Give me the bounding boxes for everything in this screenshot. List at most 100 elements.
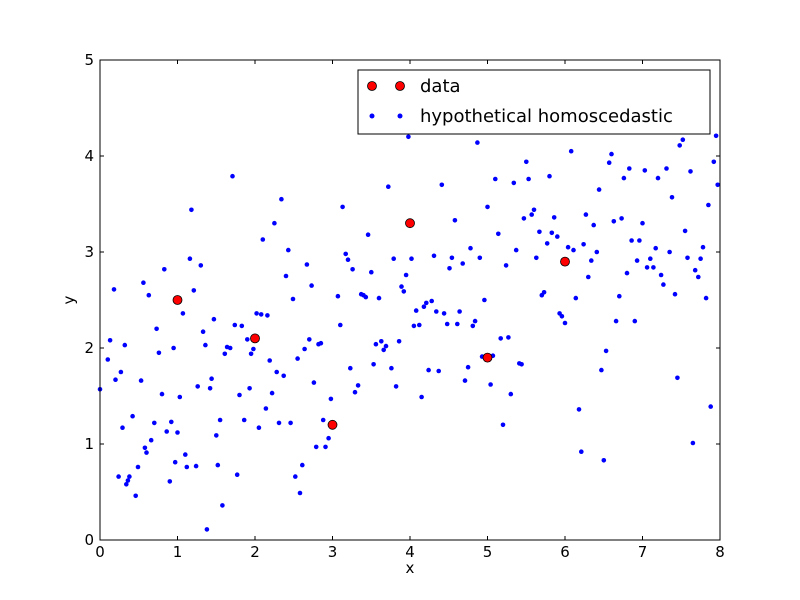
y-tick-label-2: 2 (84, 339, 94, 357)
hypothetical-point-104 (345, 257, 351, 263)
hypothetical-point-43 (203, 342, 208, 348)
hypothetical-point-209 (613, 318, 619, 324)
hypothetical-point-166 (503, 263, 509, 268)
hypothetical-point-138 (431, 253, 437, 259)
hypothetical-point-2 (107, 338, 113, 343)
y-tick-label-5: 5 (84, 51, 94, 69)
hypothetical-point-16 (141, 280, 146, 286)
hypothetical-point-134 (421, 304, 427, 310)
data-point-0 (172, 295, 183, 305)
hypothetical-point-135 (424, 300, 429, 306)
hypothetical-point-154 (472, 318, 478, 324)
hypothetical-point-21 (152, 420, 157, 426)
hypothetical-point-185 (551, 215, 557, 220)
hypothetical-point-243 (703, 295, 709, 301)
x-tick-label-6: 6 (560, 543, 570, 561)
hypothetical-point-221 (644, 265, 650, 270)
hypothetical-point-146 (452, 218, 458, 223)
hypothetical-point-176 (529, 212, 534, 217)
hypothetical-point-200 (591, 222, 596, 228)
hypothetical-point-7 (120, 425, 125, 431)
hypothetical-point-101 (338, 322, 343, 328)
hypothetical-point-68 (260, 237, 266, 242)
hypothetical-point-75 (276, 420, 282, 426)
hypothetical-point-194 (576, 407, 582, 412)
hypothetical-point-159 (485, 204, 490, 210)
hypothetical-point-182 (544, 241, 550, 246)
hypothetical-point-6 (118, 369, 124, 375)
hypothetical-point-202 (596, 187, 602, 192)
hypothetical-point-132 (417, 322, 422, 328)
hypothetical-point-225 (655, 175, 661, 181)
hypothetical-point-239 (692, 267, 698, 273)
x-axis-label: x (406, 559, 415, 577)
legend-marker-data (367, 81, 377, 91)
hypothetical-point-228 (664, 166, 669, 171)
legend-label-data: data (420, 76, 461, 97)
hypothetical-point-151 (465, 364, 471, 370)
hypothetical-point-117 (379, 339, 384, 344)
hypothetical-point-15 (138, 378, 144, 383)
hypothetical-point-26 (164, 429, 169, 434)
hypothetical-point-58 (237, 392, 242, 398)
hypothetical-point-213 (624, 270, 630, 276)
y-tick-label-3: 3 (84, 243, 94, 261)
hypothetical-point-230 (669, 195, 675, 200)
hypothetical-point-179 (537, 229, 542, 235)
hypothetical-point-73 (272, 220, 277, 226)
hypothetical-point-156 (477, 255, 483, 261)
points-layer (97, 133, 720, 532)
hypothetical-point-172 (519, 362, 524, 367)
y-tick-label-4: 4 (84, 147, 94, 165)
hypothetical-point-31 (175, 430, 180, 435)
legend-marker-hypothetical (397, 113, 403, 119)
hypothetical-point-122 (391, 256, 397, 262)
hypothetical-point-114 (371, 362, 376, 367)
hypothetical-point-222 (648, 256, 653, 262)
hypothetical-point-32 (177, 394, 183, 400)
hypothetical-point-210 (617, 293, 622, 299)
hypothetical-point-39 (193, 463, 199, 469)
hypothetical-point-237 (688, 169, 693, 174)
hypothetical-point-131 (413, 308, 419, 313)
hypothetical-point-14 (135, 464, 141, 470)
hypothetical-point-148 (457, 309, 462, 314)
hypothetical-point-20 (148, 437, 154, 443)
hypothetical-point-218 (637, 238, 642, 243)
hypothetical-point-19 (146, 292, 152, 298)
hypothetical-point-215 (629, 238, 634, 243)
hypothetical-point-38 (191, 288, 197, 293)
hypothetical-point-95 (323, 444, 328, 450)
hypothetical-point-173 (521, 216, 527, 221)
hypothetical-point-100 (335, 293, 341, 299)
hypothetical-point-9 (124, 482, 129, 487)
hypothetical-point-121 (389, 365, 394, 371)
hypothetical-point-63 (248, 351, 254, 357)
hypothetical-point-54 (227, 345, 233, 351)
hypothetical-point-231 (672, 291, 678, 297)
hypothetical-point-235 (682, 228, 688, 234)
legend-entry-data: data (367, 76, 461, 97)
hypothetical-point-80 (288, 420, 293, 426)
hypothetical-point-140 (436, 368, 442, 374)
hypothetical-point-178 (534, 255, 539, 261)
hypothetical-point-82 (293, 474, 298, 479)
hypothetical-point-241 (698, 256, 703, 262)
hypothetical-point-123 (393, 384, 399, 389)
hypothetical-point-44 (204, 527, 210, 532)
legend-box (357, 69, 711, 135)
hypothetical-point-60 (241, 417, 247, 423)
hypothetical-point-196 (581, 242, 586, 247)
hypothetical-point-23 (156, 350, 162, 356)
hypothetical-point-30 (172, 459, 178, 465)
hypothetical-point-137 (429, 298, 435, 304)
hypothetical-point-48 (214, 433, 219, 438)
x-tick-label-4: 4 (405, 543, 415, 561)
hypothetical-point-163 (496, 231, 501, 237)
hypothetical-point-168 (508, 391, 514, 397)
hypothetical-point-55 (230, 173, 235, 179)
data-point-4 (482, 352, 493, 363)
hypothetical-point-183 (547, 173, 552, 179)
hypothetical-point-126 (401, 289, 407, 294)
y-tick-label-1: 1 (84, 435, 94, 453)
